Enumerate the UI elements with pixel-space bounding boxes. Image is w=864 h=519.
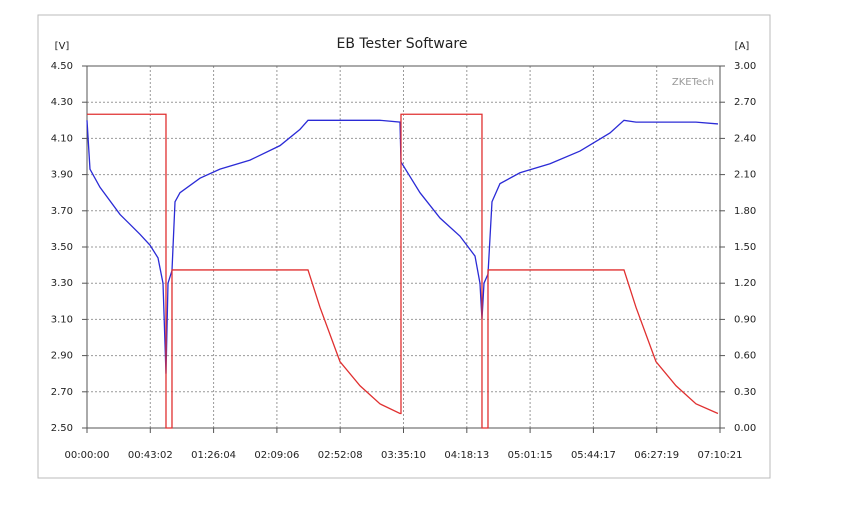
y2-tick-label: 1.20 — [734, 278, 756, 289]
x-tick-label: 04:18:13 — [444, 450, 489, 461]
x-tick-label: 02:52:08 — [318, 450, 363, 461]
y2-tick-label: 2.70 — [734, 97, 756, 108]
y-tick-label: 2.70 — [51, 387, 73, 398]
x-tick-label: 01:26:04 — [191, 450, 236, 461]
x-tick-label: 00:00:00 — [65, 450, 110, 461]
y2-tick-label: 0.60 — [734, 351, 756, 362]
series-line — [87, 113, 719, 429]
x-tick-label: 06:27:19 — [634, 450, 679, 461]
y2-axis-label: [A] — [735, 41, 750, 52]
x-tick-label: 07:10:21 — [698, 450, 743, 461]
chart-title: EB Tester Software — [336, 36, 467, 52]
y-tick-label: 4.30 — [51, 97, 73, 108]
y-tick-label: 2.90 — [51, 351, 73, 362]
y2-tick-label: 2.10 — [734, 170, 756, 181]
y2-tick-label: 2.40 — [734, 133, 756, 144]
y2-tick-label: 3.00 — [734, 61, 756, 72]
y2-tick-label: 1.50 — [734, 242, 756, 253]
y2-tick-label: 0.30 — [734, 387, 756, 398]
watermark: ZKETech — [672, 77, 714, 88]
y-tick-label: 3.50 — [51, 242, 73, 253]
x-tick-label: 05:01:15 — [508, 450, 553, 461]
series-line — [86, 119, 719, 374]
x-tick-label: 05:44:17 — [571, 450, 616, 461]
y-tick-label: 3.10 — [51, 314, 73, 325]
y-tick-label: 3.70 — [51, 206, 73, 217]
x-tick-label: 00:43:02 — [128, 450, 173, 461]
y-tick-label: 4.50 — [51, 61, 73, 72]
y-tick-label: 3.90 — [51, 170, 73, 181]
y2-tick-label: 1.80 — [734, 206, 756, 217]
y-tick-label: 4.10 — [51, 133, 73, 144]
x-tick-label: 02:09:06 — [254, 450, 299, 461]
y-tick-label: 3.30 — [51, 278, 73, 289]
y-axis-label: [V] — [55, 41, 70, 52]
y2-tick-label: 0.90 — [734, 314, 756, 325]
x-tick-label: 03:35:10 — [381, 450, 426, 461]
y-tick-label: 2.50 — [51, 423, 73, 434]
y2-tick-label: 0.00 — [734, 423, 756, 434]
